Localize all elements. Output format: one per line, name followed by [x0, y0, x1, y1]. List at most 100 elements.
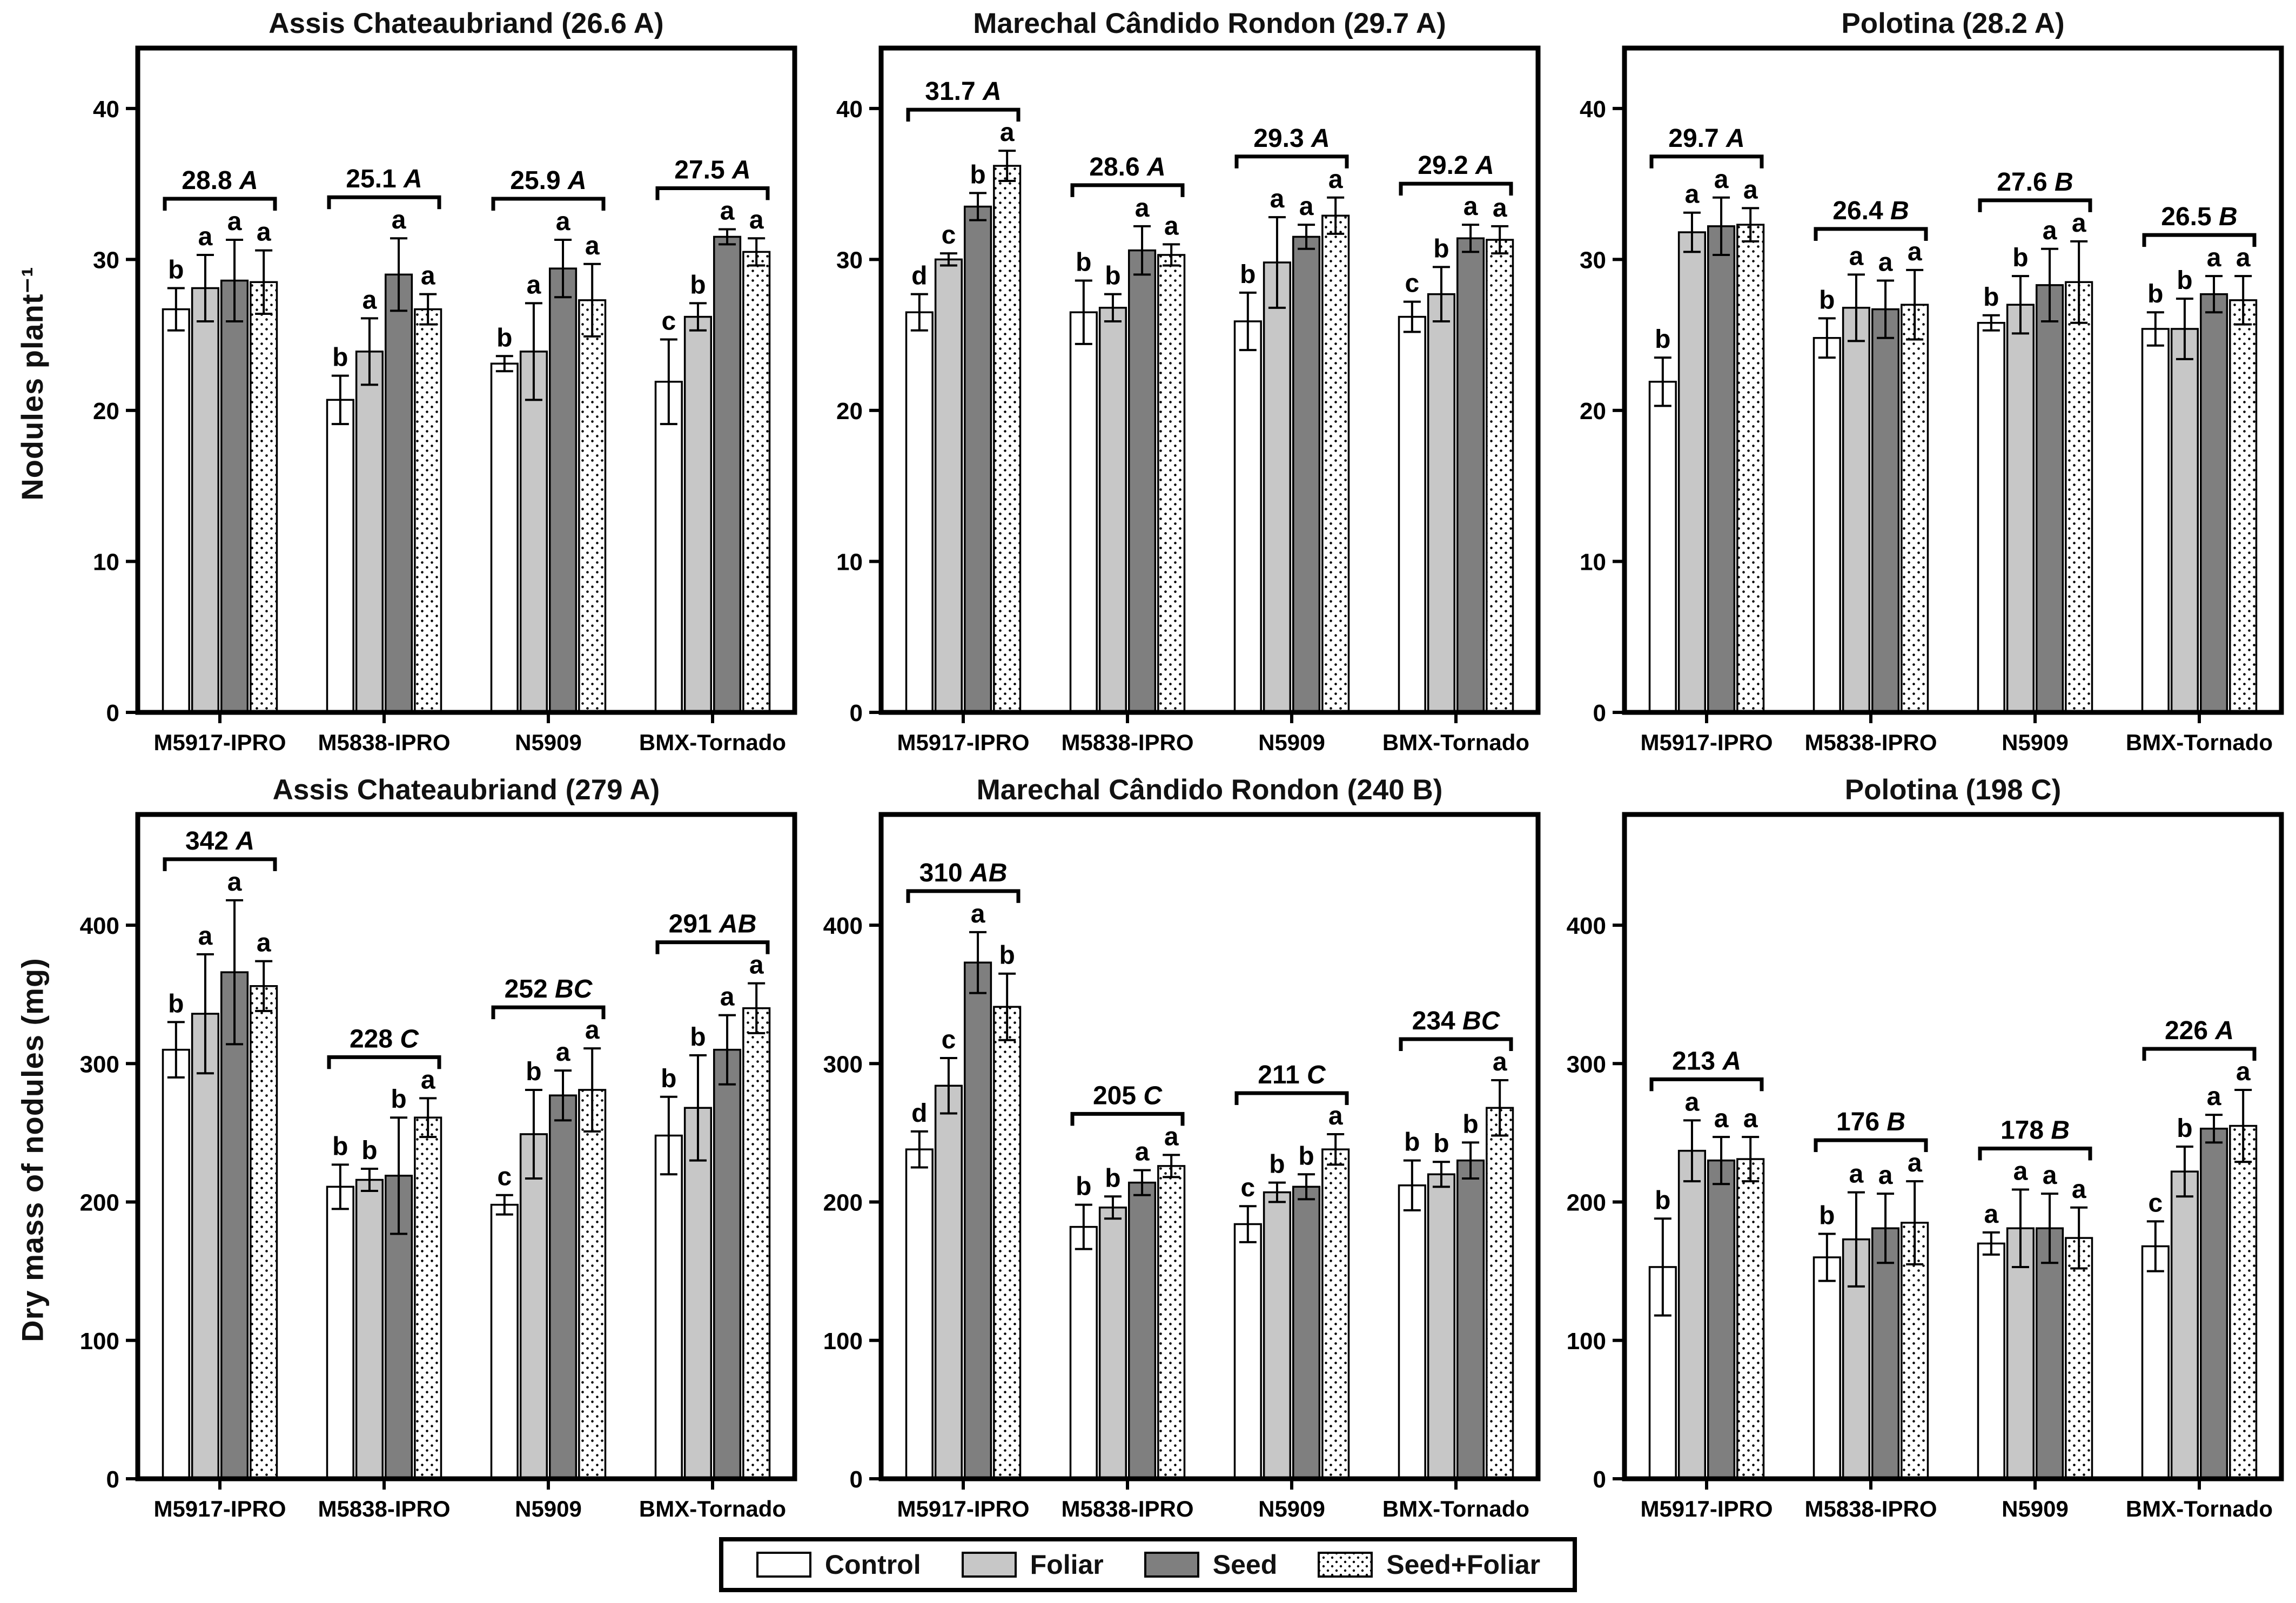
sig-letter: b — [168, 989, 184, 1018]
sig-letter: a — [2072, 209, 2086, 238]
sig-letter: b — [526, 1058, 541, 1086]
x-category-label: M5838-IPRO — [318, 730, 450, 755]
sig-letter: a — [720, 983, 735, 1012]
sig-letter: b — [1105, 262, 1120, 291]
sig-letter: b — [2177, 266, 2192, 295]
bar-foliar — [1842, 307, 1871, 713]
sig-letter: c — [1405, 270, 1419, 298]
bar-foliar — [191, 287, 220, 713]
bar-seed — [963, 961, 992, 1480]
sig-letter: a — [1299, 192, 1314, 221]
y-tick-label: 100 — [80, 1328, 119, 1355]
bar-seed-foliar — [1736, 224, 1765, 713]
chart-title: Assis Chateaubriand (279 A) — [272, 774, 660, 806]
bar-seed — [1127, 249, 1157, 713]
bar-foliar — [1427, 1173, 1456, 1480]
chart-row-top: Nodules plant⁻¹ Assis Chateaubriand (26.… — [0, 0, 2296, 766]
sig-letter: b — [1655, 1186, 1670, 1215]
sig-letter: a — [556, 1038, 570, 1067]
bar-seed-foliar — [742, 251, 771, 713]
bar-foliar — [355, 351, 384, 713]
y-tick-label: 400 — [823, 913, 863, 939]
y-tick-label: 200 — [1567, 1190, 1606, 1216]
sig-letter: a — [362, 286, 377, 314]
x-category-label: M5917-IPRO — [897, 730, 1029, 755]
sig-letter: a — [1270, 185, 1285, 213]
group-mean-label: 25.9 A — [510, 166, 586, 195]
bar-control — [1812, 336, 1841, 713]
y-tick-label: 10 — [836, 549, 863, 575]
sig-letter: c — [2148, 1189, 2163, 1217]
chart-title: Marechal Cândido Rondon (29.7 A) — [973, 8, 1446, 39]
sig-letter: a — [2236, 1058, 2251, 1086]
bar-foliar — [683, 315, 713, 713]
sig-letter: b — [690, 1023, 706, 1052]
group-mean-label: 291 AB — [669, 910, 757, 939]
bar-seed-foliar — [1321, 214, 1350, 713]
x-category-label: BMX-Tornado — [639, 730, 786, 755]
bar-seed — [1456, 1159, 1485, 1480]
sig-letter: a — [1908, 238, 1922, 266]
group-mean-label: 29.2 A — [1418, 151, 1494, 180]
y-tick-label: 0 — [850, 1466, 863, 1493]
y-tick-label: 30 — [1580, 247, 1606, 273]
chart-title: Polotina (28.2 A) — [1841, 8, 2065, 39]
bar-seed — [713, 1048, 742, 1480]
y-tick-label: 20 — [836, 398, 863, 425]
bar-control — [162, 1048, 190, 1480]
sig-letter: a — [971, 900, 985, 928]
sig-letter: b — [1076, 248, 1091, 277]
bar-seed — [1871, 1227, 1900, 1480]
group-mean-label: 28.8 A — [182, 166, 258, 195]
sig-letter: a — [1135, 194, 1150, 223]
x-category-label: N5909 — [2002, 1496, 2069, 1521]
bar-seed — [2035, 1227, 2064, 1480]
y-tick-label: 40 — [836, 96, 863, 123]
bar-foliar — [2006, 304, 2035, 713]
sig-letter: b — [2012, 244, 2028, 272]
bar-seed — [963, 205, 992, 713]
sig-letter: a — [720, 197, 735, 225]
group-mean-label: 310 AB — [919, 859, 1008, 887]
bar-seed-foliar — [2229, 299, 2258, 713]
x-category-label: M5917-IPRO — [897, 1496, 1029, 1521]
x-category-label: N5909 — [515, 730, 582, 755]
bar-control — [1069, 311, 1098, 713]
chart-row-bottom: Dry mass of nodules (mg) Assis Chateaubr… — [0, 766, 2296, 1533]
sig-letter: a — [1878, 1161, 1893, 1190]
sig-letter: a — [257, 218, 271, 247]
y-tick-label: 300 — [1567, 1051, 1606, 1077]
sig-letter: a — [1714, 1104, 1729, 1133]
group-mean-label: 205 C — [1093, 1081, 1163, 1110]
bar-control — [1977, 322, 2005, 713]
sig-letter: a — [585, 232, 600, 260]
x-category-label: M5917-IPRO — [1640, 730, 1773, 755]
bar-seed — [1292, 235, 1321, 713]
y-tick-label: 0 — [1593, 700, 1606, 726]
y-tick-label: 0 — [106, 1466, 119, 1493]
x-category-label: N5909 — [1258, 1496, 1325, 1521]
x-category-label: M5838-IPRO — [318, 1496, 450, 1521]
y-tick-label: 20 — [1580, 398, 1606, 425]
x-category-label: M5917-IPRO — [153, 730, 286, 755]
y-tick-label: 100 — [823, 1328, 863, 1355]
y-tick-label: 0 — [850, 700, 863, 726]
group-mean-label: 213 A — [1672, 1047, 1741, 1075]
legend-label: Seed+Foliar — [1386, 1550, 1541, 1580]
bar-seed — [1456, 237, 1485, 713]
legend-entry-seed: Seed — [1144, 1549, 1277, 1580]
legend-swatch-control — [756, 1552, 811, 1578]
bar-seed — [2035, 284, 2064, 713]
group-mean-label: 252 BC — [505, 975, 593, 1003]
group-mean-label: 29.7 A — [1668, 124, 1744, 153]
sig-letter: a — [527, 271, 541, 299]
y-tick-label: 100 — [1567, 1328, 1606, 1355]
y-tick-label: 30 — [93, 247, 119, 273]
sig-letter: b — [2177, 1114, 2192, 1143]
bar-control — [905, 1148, 934, 1480]
bar-control — [2141, 328, 2170, 713]
sig-letter: b — [970, 160, 985, 189]
